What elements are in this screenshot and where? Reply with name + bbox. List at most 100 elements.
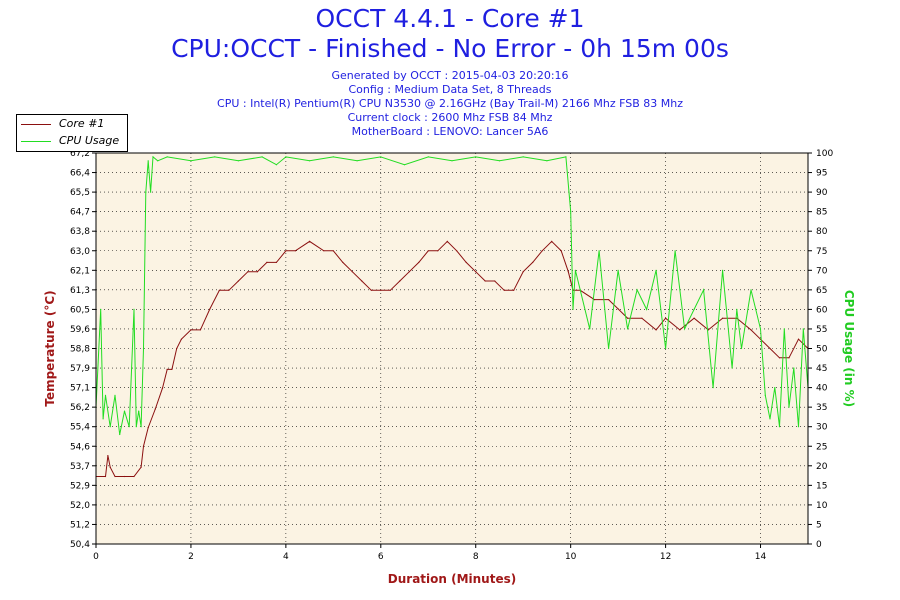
data-point-usage <box>684 328 686 330</box>
x-tick-label: 10 <box>565 552 577 562</box>
data-point-usage <box>574 269 577 271</box>
data-point-core <box>109 466 111 468</box>
data-point-core <box>166 368 168 370</box>
data-point-core <box>107 455 109 457</box>
data-point-usage <box>617 269 619 271</box>
data-point-core <box>418 261 420 263</box>
data-point-core <box>513 289 515 291</box>
y-left-tick-label: 58,8 <box>70 345 90 355</box>
data-point-core <box>665 317 667 319</box>
data-point-core <box>641 317 643 319</box>
data-point-usage <box>140 426 142 428</box>
data-point-usage <box>788 406 790 408</box>
y-left-tick-label: 59,6 <box>70 325 90 335</box>
y-right-tick-label: 65 <box>816 286 827 296</box>
y-right-tick-label: 70 <box>816 266 828 276</box>
x-tick-label: 2 <box>188 552 194 562</box>
data-point-usage <box>646 308 648 310</box>
data-point-core <box>266 261 268 263</box>
data-point-usage <box>570 211 572 213</box>
data-point-usage <box>572 308 574 310</box>
y-left-tick-label: 50,4 <box>70 540 90 550</box>
data-point-usage <box>275 164 277 166</box>
y-right-tick-label: 35 <box>816 403 827 413</box>
data-point-core <box>503 289 505 291</box>
x-axis-label: Duration (Minutes) <box>388 572 516 586</box>
data-point-core <box>446 240 448 242</box>
y-right-tick-label: 0 <box>816 540 822 550</box>
data-point-usage <box>128 426 130 428</box>
y-left-tick-label: 61,3 <box>70 286 90 296</box>
data-point-usage <box>475 156 477 158</box>
y-left-tick-label: 63,0 <box>70 247 90 257</box>
y-left-tick-label: 66,4 <box>70 169 90 179</box>
data-point-core <box>275 261 277 263</box>
data-point-usage <box>579 289 581 291</box>
x-tick-label: 6 <box>378 552 384 562</box>
data-point-usage <box>150 191 152 193</box>
y-left-tick-label: 51,2 <box>70 520 90 530</box>
data-point-usage <box>565 156 567 158</box>
y-left-tick-label: 55,4 <box>70 423 90 433</box>
y-left-tick-label: 54,6 <box>70 442 90 452</box>
y-right-tick-label: 55 <box>816 325 827 335</box>
y-right-tick-label: 100 <box>816 149 833 159</box>
data-point-core <box>199 329 201 331</box>
data-point-core <box>256 271 258 273</box>
data-point-core <box>104 475 107 478</box>
data-point-usage <box>261 156 263 158</box>
data-point-core <box>176 347 178 350</box>
data-point-core <box>140 466 142 468</box>
data-point-core <box>627 317 629 319</box>
data-point-core <box>147 427 149 429</box>
data-point-usage <box>190 160 192 162</box>
chart-subtitle: CPU:OCCT - Finished - No Error - 0h 15m … <box>171 34 729 63</box>
data-point-usage <box>797 426 800 428</box>
data-point-core <box>389 289 391 291</box>
y-right-tick-label: 60 <box>816 305 828 315</box>
data-point-usage <box>769 418 771 420</box>
data-point-core <box>285 250 287 252</box>
data-point-core <box>190 329 192 331</box>
y-right-tick-label: 25 <box>816 442 827 452</box>
info-generated: Generated by OCCT : 2015-04-03 20:20:16 <box>331 69 569 82</box>
y-right-tick-label: 95 <box>816 169 827 179</box>
data-point-core <box>532 261 534 263</box>
y-left-tick-label: 52,9 <box>70 481 90 491</box>
y-right-tick-label: 10 <box>816 501 828 511</box>
data-point-usage <box>356 160 358 162</box>
data-point-core <box>114 475 116 478</box>
data-point-core <box>237 280 239 282</box>
data-point-usage <box>135 426 137 428</box>
x-tick-label: 14 <box>755 552 767 562</box>
y-right-tick-label: 90 <box>816 188 828 198</box>
data-point-usage <box>403 164 406 166</box>
data-point-core <box>427 250 429 252</box>
data-point-usage <box>152 156 154 158</box>
data-point-usage <box>145 191 147 193</box>
y-right-tick-label: 50 <box>816 345 828 355</box>
data-point-usage <box>736 308 738 310</box>
data-point-core <box>247 271 249 273</box>
data-point-usage <box>104 394 107 396</box>
data-point-usage <box>802 328 804 330</box>
data-point-core <box>180 338 182 340</box>
data-point-core <box>788 357 790 359</box>
data-point-usage <box>731 367 733 369</box>
data-point-core <box>342 261 344 263</box>
data-point-core <box>456 250 458 252</box>
data-point-core <box>133 475 135 478</box>
y-right-tick-label: 80 <box>816 227 828 237</box>
data-point-core <box>593 299 596 301</box>
data-point-usage <box>750 289 752 291</box>
data-point-usage <box>380 156 382 158</box>
data-point-usage <box>332 156 334 158</box>
series-line-usage <box>95 155 809 435</box>
data-point-core <box>228 289 230 291</box>
data-point-usage <box>109 426 111 428</box>
data-point-core <box>750 329 752 331</box>
data-point-usage <box>783 328 785 330</box>
y-right-tick-label: 75 <box>816 247 827 257</box>
data-point-usage <box>703 289 705 291</box>
data-point-core <box>437 250 439 252</box>
